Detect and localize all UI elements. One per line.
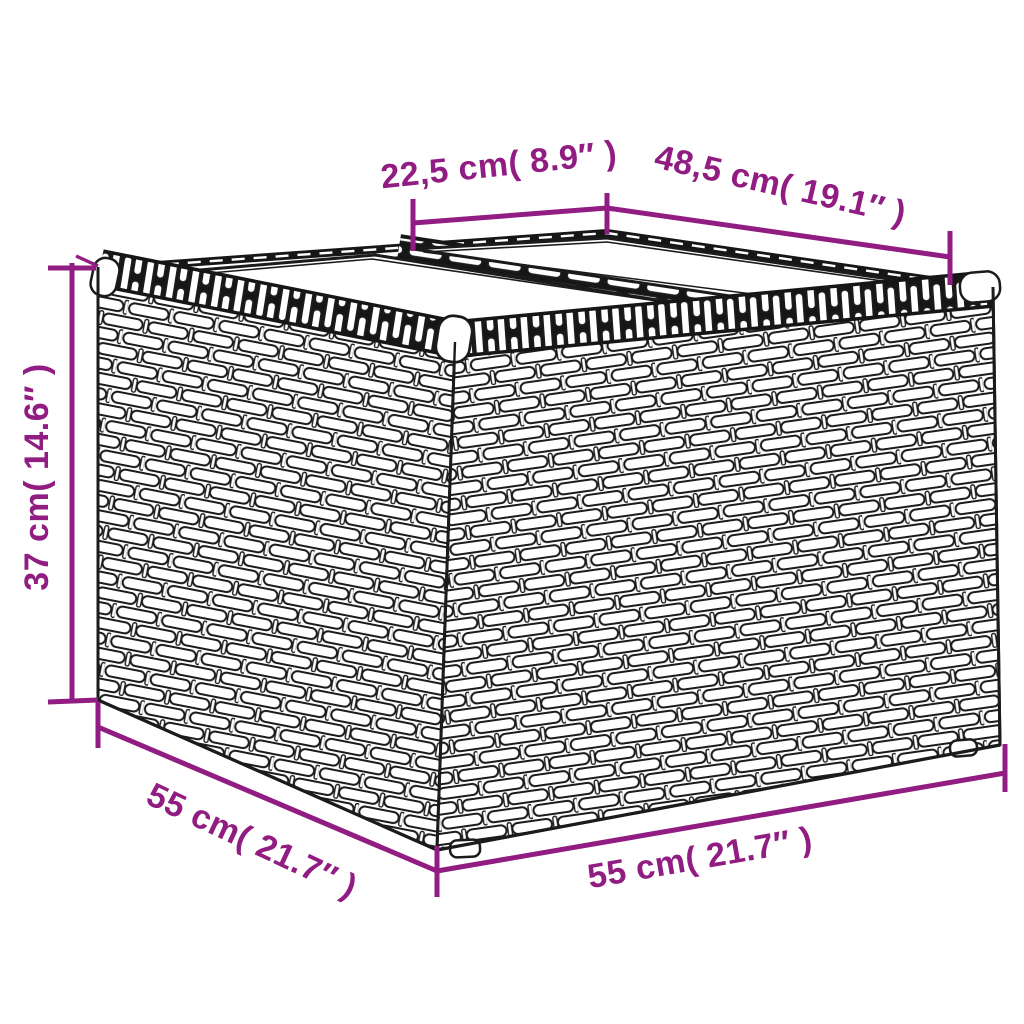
dimension-label-top-panel-width: 22,5 cm( 8.9″ ) xyxy=(379,134,619,197)
dimension-height xyxy=(47,254,99,705)
dimension-side-depth xyxy=(95,702,440,897)
glass-divider-strip xyxy=(395,234,733,324)
dimension-front-width xyxy=(436,744,1008,874)
dimension-top-panel-width xyxy=(410,193,610,251)
dimension-annotations xyxy=(47,193,1008,897)
table-right-face xyxy=(435,288,1002,852)
top-front-rim xyxy=(89,249,1002,364)
dimension-label-height: 37 cm( 14.6″ ) xyxy=(18,363,56,590)
rim-corner-post xyxy=(434,314,474,364)
dimension-top-panel-length xyxy=(606,205,953,285)
table-left-face xyxy=(96,268,457,852)
dimension-label-front-width: 55 cm( 21.7″ ) xyxy=(585,820,816,897)
table-illustration xyxy=(89,229,1002,859)
rim-right-corner-cap xyxy=(958,270,1002,304)
